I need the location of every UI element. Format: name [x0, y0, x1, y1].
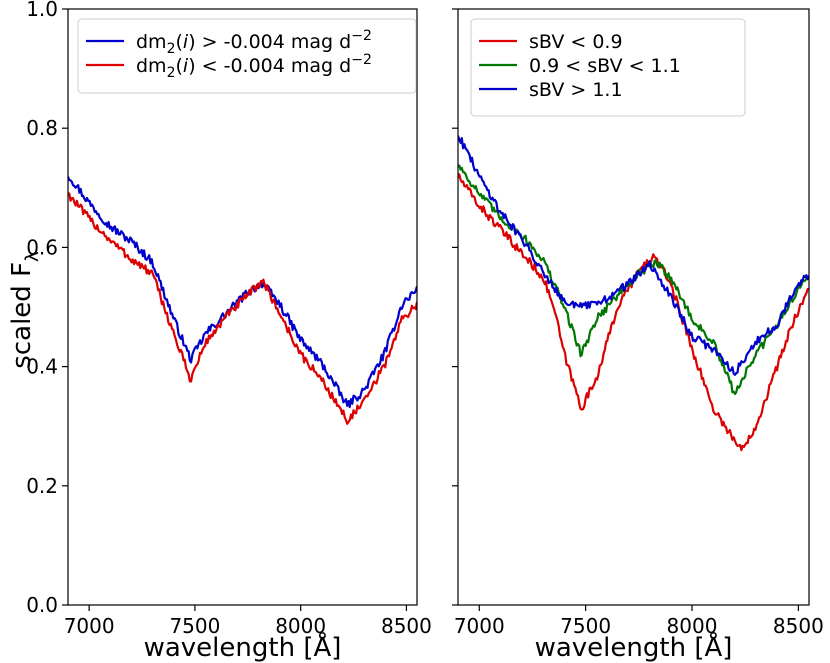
x-tick-label: 8000: [275, 614, 326, 638]
x-tick-label: 8000: [667, 614, 718, 638]
legend-entry: sBV > 1.1: [529, 79, 623, 101]
series-line-2: [68, 192, 417, 425]
y-tick-label: 0.0: [26, 593, 58, 617]
series-line-3: [458, 135, 809, 376]
y-axis-label: scaled Fλ: [7, 251, 43, 369]
legend-box: [77, 18, 417, 94]
x-axis-label: wavelength [Å]: [144, 631, 342, 663]
legend-entry: dm2(i) > -0.004 mag d−2: [136, 28, 372, 57]
x-tick-label: 7500: [560, 614, 611, 638]
legend-entry: 0.9 < sBV < 1.1: [529, 55, 681, 77]
y-tick-label: 0.6: [26, 235, 58, 259]
y-tick-label: 0.2: [26, 474, 58, 498]
series-line-1: [68, 176, 417, 409]
series-group: [458, 135, 809, 452]
y-axis-label-subscript: λ: [22, 251, 43, 262]
legend-entry: sBV < 0.9: [529, 31, 623, 53]
axes-frame: [67, 8, 418, 606]
y-tick-label: 0.4: [26, 355, 58, 379]
x-axis-label: wavelength [Å]: [535, 631, 733, 663]
y-tick-label: 0.8: [26, 116, 58, 140]
series-line-1: [458, 173, 809, 452]
x-tick-label: 7500: [169, 614, 220, 638]
x-tick-label: 8500: [381, 614, 432, 638]
right-panel: 7000 7500 8000 8500 wavelength [Å] sBV < 0.90…: [452, 8, 824, 663]
axes-frame: [457, 8, 810, 606]
legend-entry: dm2(i) < -0.004 mag d−2: [136, 52, 372, 81]
left-panel: 7000 7500 8000 8500 0.0 0.2 0.4 0.6 0.8 1.0 wavele…: [26, 0, 432, 663]
x-tick-label: 7000: [64, 614, 115, 638]
x-tick-label: 8500: [773, 614, 824, 638]
x-tick-label: 7000: [454, 614, 505, 638]
series-group: [68, 176, 417, 425]
y-axis-label-main: scaled F: [7, 262, 37, 369]
y-tick-label: 1.0: [26, 0, 58, 21]
legend-box: [470, 18, 746, 117]
